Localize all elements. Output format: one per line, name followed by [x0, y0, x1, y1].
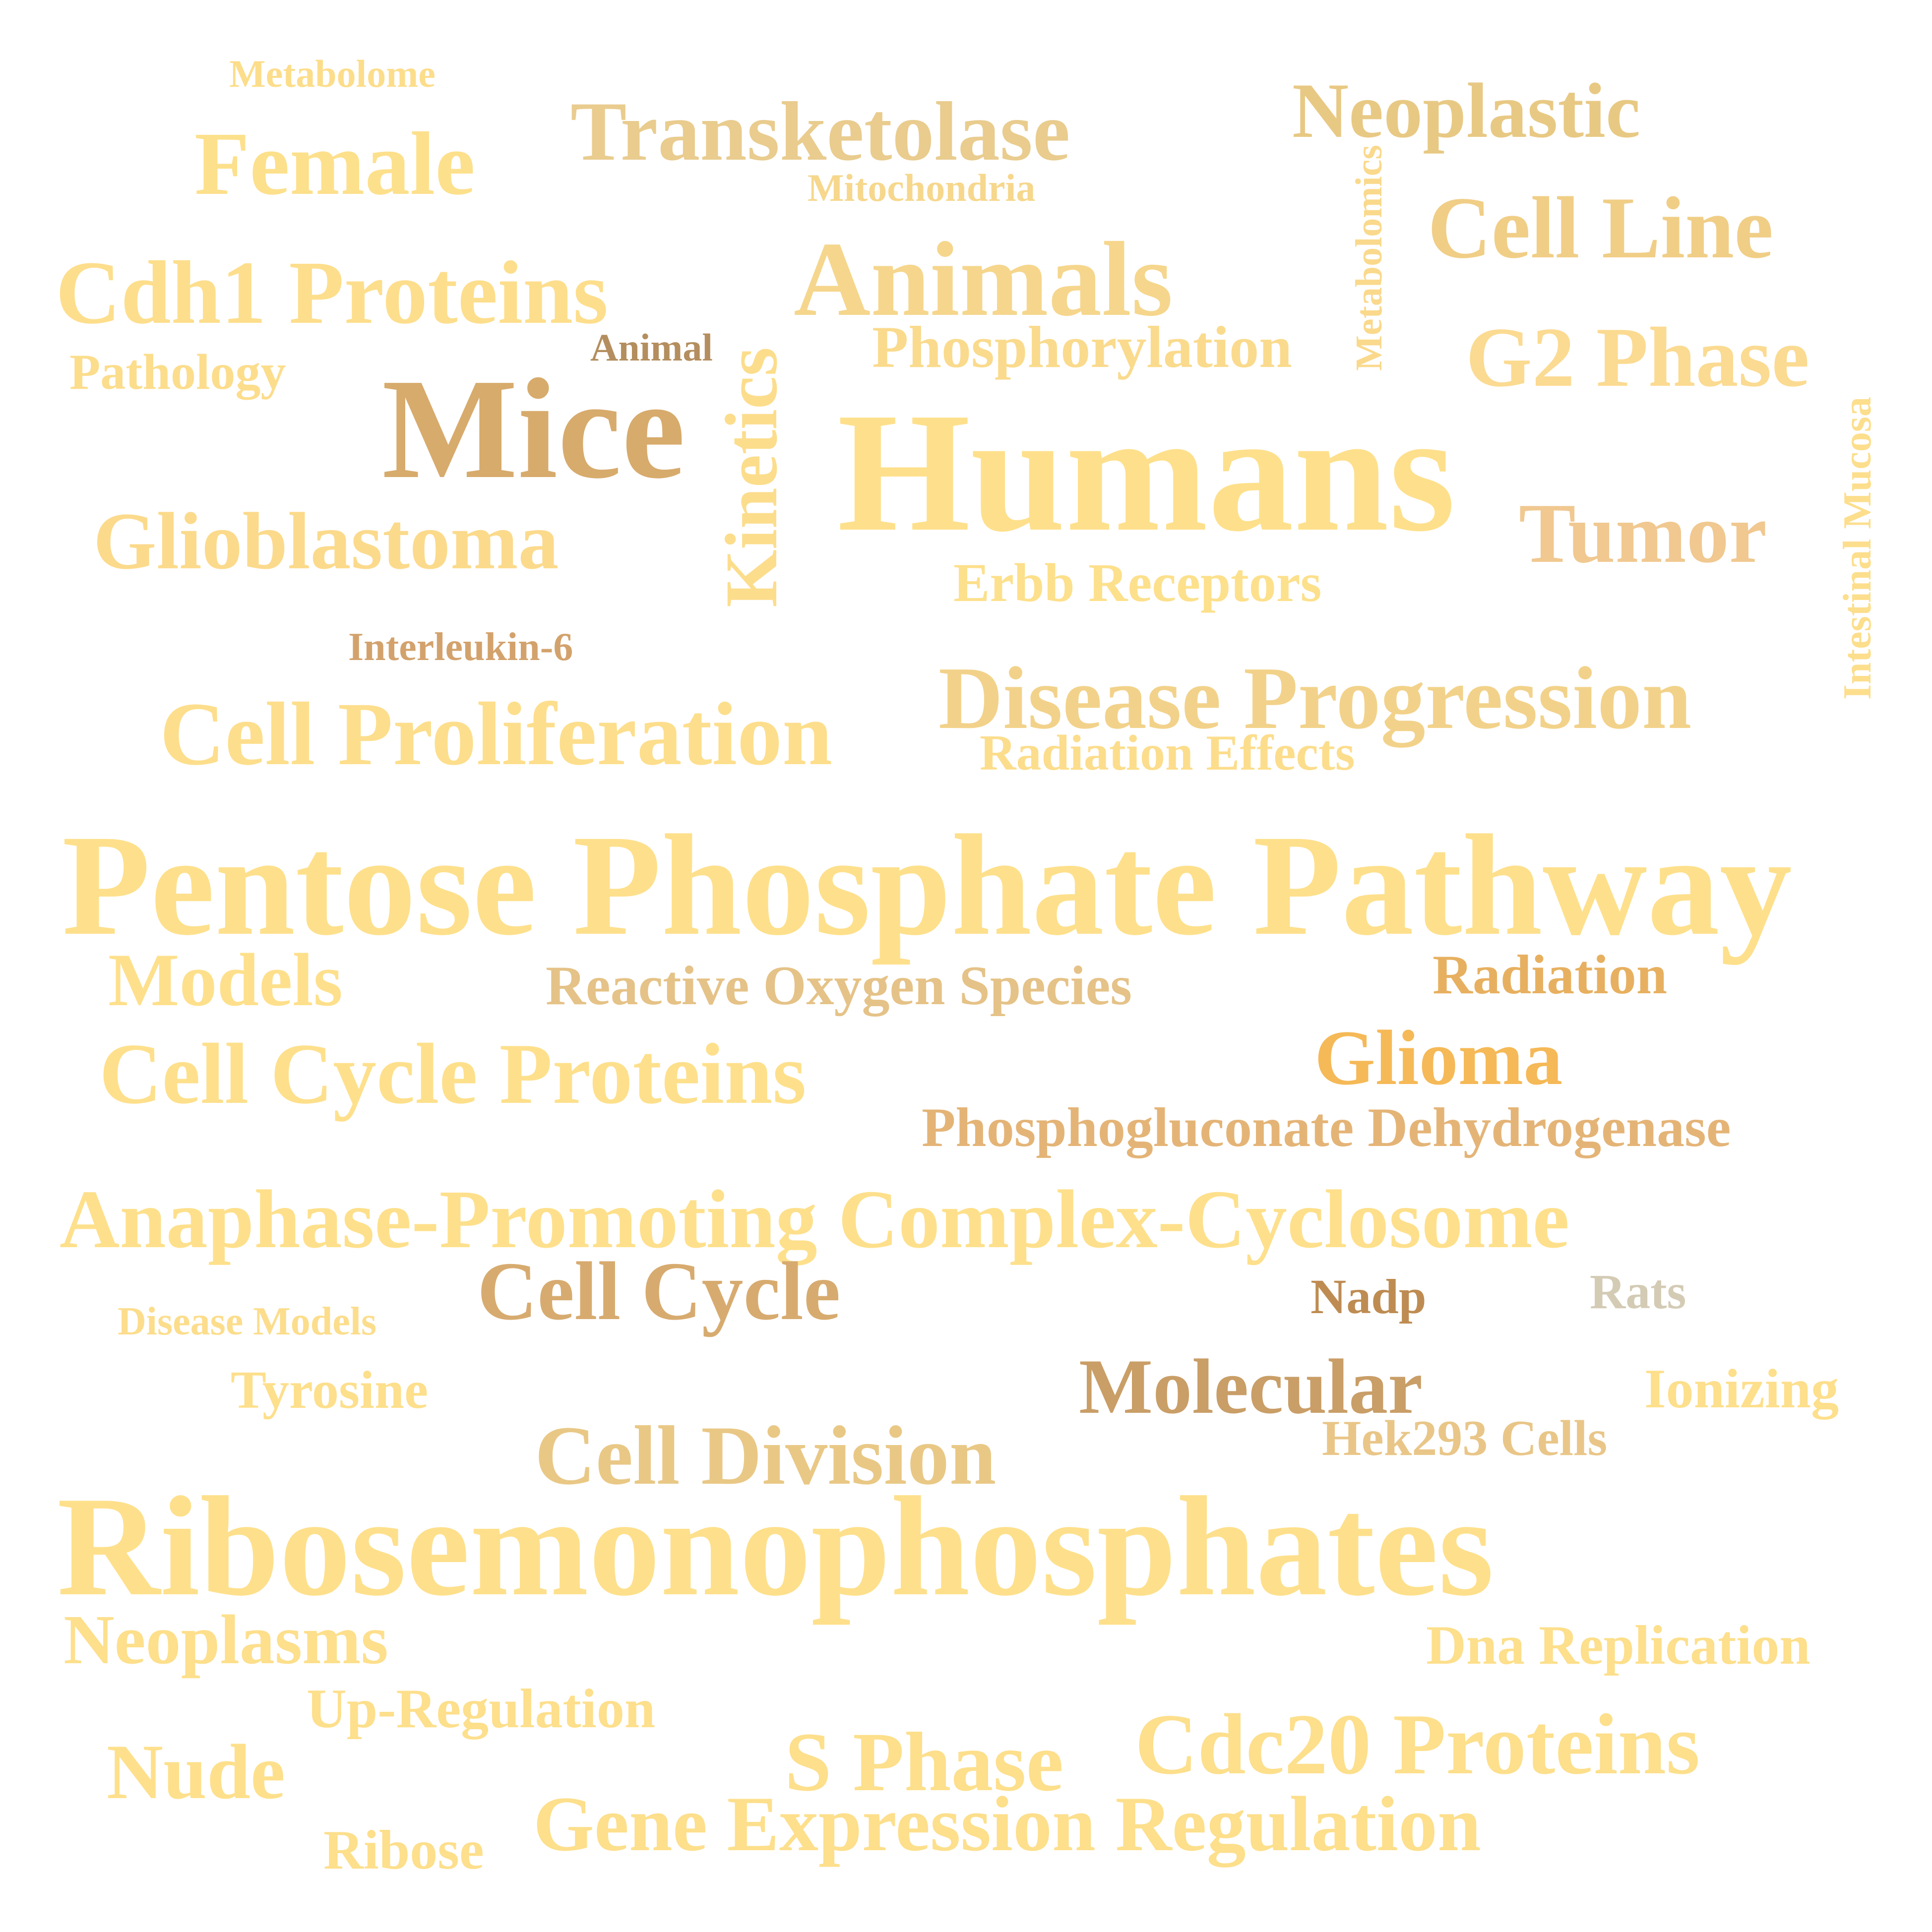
word-disease-models: Disease Models [118, 1300, 377, 1343]
word-cell-proliferation: Cell Proliferation [160, 684, 833, 784]
word-neoplastic: Neoplastic [1292, 67, 1641, 154]
word-cdc20-proteins: Cdc20 Proteins [1135, 1696, 1700, 1792]
word-radiation-effects: Radiation Effects [980, 725, 1355, 781]
word-metabolome: Metabolome [229, 52, 436, 95]
word-cell-cycle: Cell Cycle [477, 1245, 841, 1337]
word-cell-line: Cell Line [1428, 179, 1774, 277]
word-g2-phase: G2 Phase [1466, 310, 1809, 405]
word-ionizing: Ionizing [1644, 1358, 1839, 1420]
word-erbb-receptors: Erbb Receptors [953, 552, 1322, 613]
word-gene-expression-regulation: Gene Expression Regulation [533, 1781, 1481, 1868]
word-rats: Rats [1590, 1264, 1686, 1319]
word-mice: Mice [382, 349, 686, 508]
word-glioma: Glioma [1314, 1015, 1563, 1101]
word-models: Models [108, 938, 343, 1022]
word-up-regulation: Up-Regulation [307, 1678, 656, 1740]
word-tyrosine: Tyrosine [231, 1361, 429, 1420]
word-female: Female [194, 114, 475, 214]
word-glioblastoma: Glioblastoma [93, 496, 559, 586]
word-hek293-cells: Hek293 Cells [1322, 1410, 1608, 1466]
word-kinetics: Kinetics [710, 347, 793, 607]
word-radiation: Radiation [1433, 944, 1667, 1006]
word-phosphogluconate-dehydrogenase: Phosphogluconate Dehydrogenase [922, 1097, 1731, 1158]
word-anaphase-promoting-complex-cyclosome: Anaphase-Promoting Complex-Cyclosome [60, 1173, 1570, 1266]
word-cell-division: Cell Division [535, 1409, 997, 1502]
word-humans: Humans [837, 377, 1456, 567]
word-pathology: Pathology [69, 344, 286, 400]
word-animals: Animals [794, 220, 1173, 338]
word-nude: Nude [107, 1729, 285, 1815]
word-s-phase: S Phase [785, 1715, 1064, 1809]
word-animal: Animal [590, 326, 713, 369]
word-reactive-oxygen-species: Reactive Oxygen Species [546, 955, 1132, 1017]
word-cell-cycle-proteins: Cell Cycle Proteins [99, 1026, 807, 1122]
word-dna-replication: Dna Replication [1426, 1615, 1810, 1676]
word-interleukin-6: Interleukin-6 [348, 625, 573, 669]
word-molecular: Molecular [1079, 1343, 1423, 1430]
word-pentose-phosphate-pathway: Pentose Phosphate Pathway [62, 805, 1792, 966]
word-cdh1-proteins: Cdh1 Proteins [56, 243, 609, 343]
word-ribose: Ribose [323, 1819, 484, 1881]
word-phosphorylation: Phosphorylation [872, 314, 1292, 380]
word-disease-progression: Disease Progression [938, 649, 1692, 747]
word-tumor: Tumor [1519, 486, 1767, 581]
word-transketolase: Transketolase [570, 85, 1070, 178]
word-intestinal-mucosa: Intestinal Mucosa [1836, 397, 1879, 700]
word-nadp: Nadp [1310, 1269, 1427, 1324]
word-ribosemonophosphates: Ribosemonophosphates [57, 1467, 1494, 1626]
word-metabolomics: Metabolomics [1348, 145, 1390, 371]
word-neoplasms: Neoplasms [63, 1600, 388, 1679]
word-mitochondria: Mitochondria [808, 166, 1036, 209]
